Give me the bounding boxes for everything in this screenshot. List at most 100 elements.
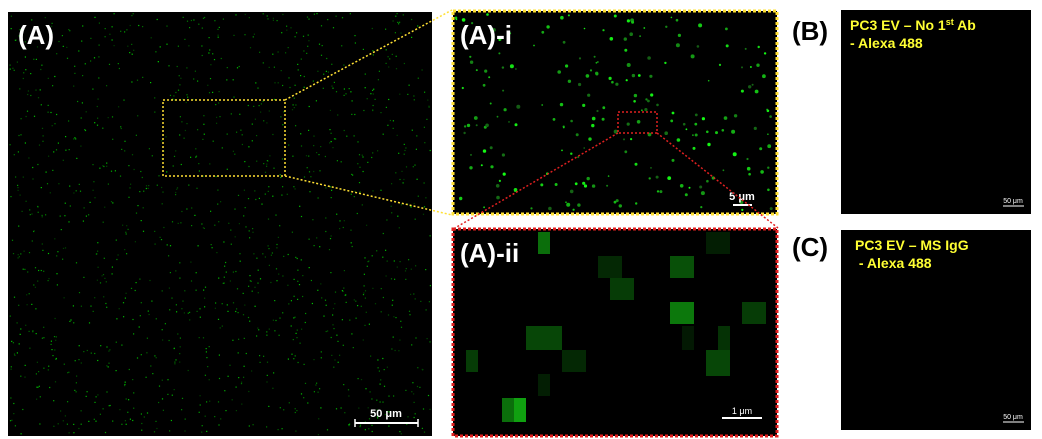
speckle	[342, 290, 344, 292]
speckle	[54, 75, 56, 78]
speckle	[132, 379, 134, 381]
speckle	[367, 407, 369, 409]
speckle	[306, 52, 308, 54]
speckle	[207, 366, 209, 368]
speckle	[248, 285, 250, 287]
speckle	[325, 187, 327, 189]
speckle	[320, 146, 322, 148]
speckle	[84, 129, 86, 131]
speckle	[111, 116, 114, 118]
speckle	[756, 63, 760, 67]
speckle	[769, 207, 773, 211]
speckle	[124, 297, 126, 299]
speckle	[320, 357, 322, 359]
speckle	[341, 319, 343, 321]
speckle	[187, 312, 189, 314]
speckle	[302, 35, 305, 37]
speckle	[58, 40, 60, 43]
speckle	[62, 420, 64, 422]
speckle	[105, 281, 107, 283]
speckle	[415, 265, 417, 267]
speckle	[349, 319, 351, 321]
speckle	[49, 29, 51, 31]
speckle	[625, 79, 628, 82]
speckle	[272, 319, 274, 321]
speckle	[93, 57, 96, 59]
speckle	[201, 27, 203, 29]
speckle	[341, 45, 343, 47]
pixel	[706, 232, 730, 254]
speckle	[203, 133, 205, 135]
speckle	[382, 357, 384, 360]
speckle	[578, 57, 582, 60]
speckle	[613, 14, 617, 18]
speckle	[320, 54, 323, 56]
speckle	[321, 297, 323, 299]
speckle	[201, 54, 203, 57]
speckle	[104, 277, 106, 279]
speckle	[469, 55, 472, 58]
speckle	[102, 127, 104, 129]
speckle	[385, 106, 387, 108]
speckle	[232, 339, 234, 341]
speckle	[670, 16, 673, 19]
speckle	[276, 20, 278, 22]
speckle	[19, 333, 21, 335]
speckle	[92, 310, 94, 312]
speckle	[332, 314, 334, 316]
speckle	[17, 254, 19, 256]
speckle	[204, 286, 207, 288]
speckle	[377, 150, 379, 152]
speckle	[306, 167, 308, 169]
speckle	[103, 296, 105, 298]
speckle	[161, 290, 163, 292]
speckle	[175, 359, 177, 361]
speckle	[292, 155, 294, 157]
speckle	[111, 26, 113, 28]
speckle	[470, 153, 472, 156]
speckle	[391, 183, 393, 185]
speckle	[182, 98, 184, 100]
speckle	[348, 395, 350, 397]
speckle	[303, 363, 305, 365]
speckle	[68, 221, 70, 223]
speckle	[53, 336, 56, 338]
speckle	[754, 89, 759, 94]
speckle	[90, 37, 92, 39]
speckle	[380, 189, 382, 191]
speckle	[64, 247, 67, 249]
speckle	[106, 306, 108, 308]
speckle	[427, 99, 429, 101]
speckle	[746, 166, 751, 171]
speckle	[377, 417, 379, 419]
speckle	[296, 329, 298, 331]
speckle	[645, 98, 648, 101]
speckle	[20, 375, 22, 377]
speckle	[300, 58, 302, 60]
speckle	[349, 13, 351, 15]
speckle	[300, 259, 302, 261]
speckle	[393, 395, 395, 397]
speckle	[220, 201, 222, 203]
speckle	[96, 279, 98, 281]
speckle	[268, 264, 270, 266]
speckle	[215, 176, 217, 178]
speckle	[382, 232, 384, 235]
speckle	[106, 346, 108, 348]
speckle	[92, 88, 94, 90]
speckle	[319, 246, 321, 248]
speckle	[355, 300, 357, 302]
speckle	[591, 116, 596, 121]
speckle	[50, 111, 52, 114]
speckle	[760, 170, 764, 174]
speckle	[569, 189, 574, 194]
speckle	[302, 275, 304, 277]
scale-label: 50 μm	[1003, 414, 1023, 421]
speckle	[288, 402, 290, 404]
speckle	[154, 230, 156, 232]
speckle	[385, 249, 387, 251]
speckle	[369, 391, 371, 393]
speckle	[362, 48, 364, 50]
speckle	[65, 136, 67, 138]
speckle	[114, 170, 116, 172]
